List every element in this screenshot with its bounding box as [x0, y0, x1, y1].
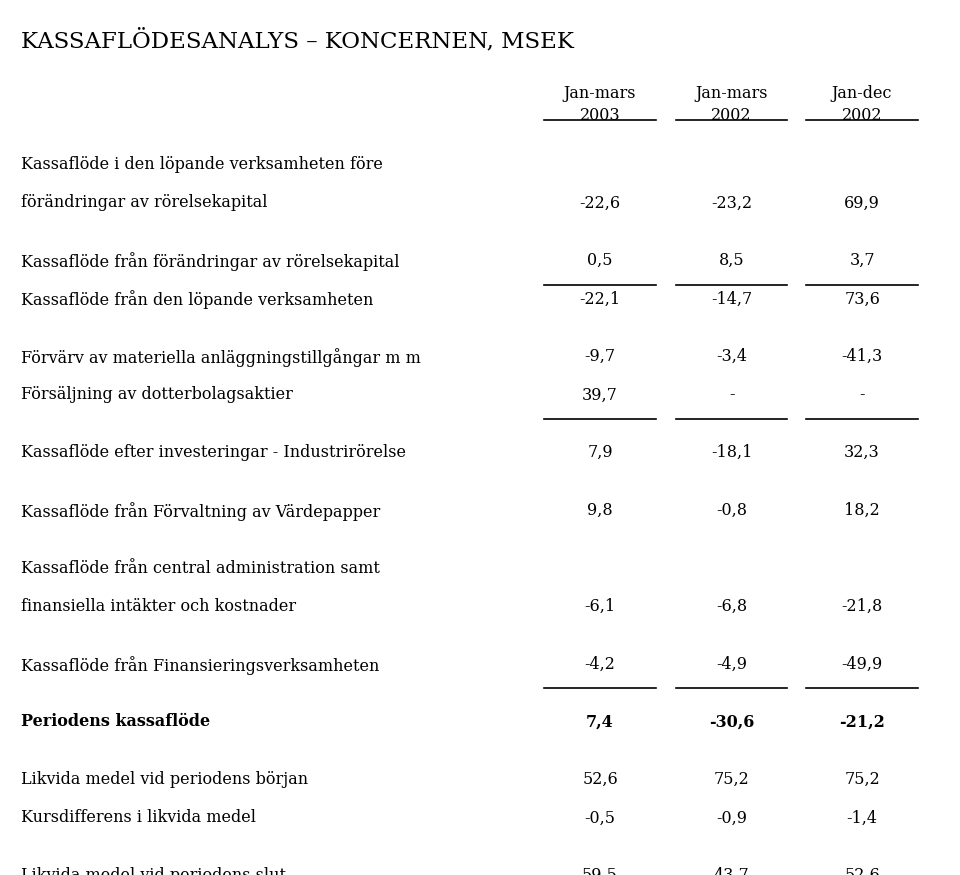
Text: 32,3: 32,3	[844, 444, 880, 461]
Text: 2002: 2002	[842, 108, 882, 124]
Text: 43,7: 43,7	[713, 867, 750, 875]
Text: -9,7: -9,7	[585, 348, 615, 365]
Text: -4,9: -4,9	[716, 655, 747, 673]
Text: 2002: 2002	[711, 108, 752, 124]
Text: Försäljning av dotterbolagsaktier: Försäljning av dotterbolagsaktier	[21, 387, 293, 403]
Text: -0,8: -0,8	[716, 502, 747, 519]
Text: -1,4: -1,4	[847, 809, 877, 827]
Text: Kassaflöde från central administration samt: Kassaflöde från central administration s…	[21, 560, 380, 577]
Text: -14,7: -14,7	[711, 290, 752, 307]
Text: Periodens kassaflöde: Periodens kassaflöde	[21, 713, 210, 731]
Text: -49,9: -49,9	[842, 655, 882, 673]
Text: -: -	[859, 387, 865, 403]
Text: KASSAFLÖDESANALYS – KONCERNEN, MSEK: KASSAFLÖDESANALYS – KONCERNEN, MSEK	[21, 29, 574, 52]
Text: 69,9: 69,9	[844, 194, 880, 212]
Text: 75,2: 75,2	[713, 771, 750, 788]
Text: -22,6: -22,6	[580, 194, 620, 212]
Text: 18,2: 18,2	[844, 502, 880, 519]
Text: förändringar av rörelsekapital: förändringar av rörelsekapital	[21, 194, 268, 212]
Text: Likvida medel vid periodens slut: Likvida medel vid periodens slut	[21, 867, 286, 875]
Text: -0,9: -0,9	[716, 809, 747, 827]
Text: Likvida medel vid periodens början: Likvida medel vid periodens början	[21, 771, 308, 788]
Text: -22,1: -22,1	[580, 290, 620, 307]
Text: -3,4: -3,4	[716, 348, 747, 365]
Text: -0,5: -0,5	[585, 809, 615, 827]
Text: 59,5: 59,5	[582, 867, 618, 875]
Text: Jan-dec: Jan-dec	[831, 86, 893, 102]
Text: -21,2: -21,2	[839, 713, 885, 731]
Text: -6,8: -6,8	[716, 598, 747, 615]
Text: 0,5: 0,5	[588, 252, 612, 270]
Text: Jan-mars: Jan-mars	[564, 86, 636, 102]
Text: 9,8: 9,8	[588, 502, 612, 519]
Text: Jan-mars: Jan-mars	[695, 86, 768, 102]
Text: -30,6: -30,6	[708, 713, 755, 731]
Text: Kassaflöde efter investeringar - Industrirörelse: Kassaflöde efter investeringar - Industr…	[21, 444, 406, 461]
Text: Kassaflöde från den löpande verksamheten: Kassaflöde från den löpande verksamheten	[21, 290, 373, 310]
Text: -23,2: -23,2	[711, 194, 752, 212]
Text: 2003: 2003	[580, 108, 620, 124]
Text: 39,7: 39,7	[582, 387, 618, 403]
Text: -21,8: -21,8	[842, 598, 882, 615]
Text: 52,6: 52,6	[582, 771, 618, 788]
Text: finansiella intäkter och kostnader: finansiella intäkter och kostnader	[21, 598, 297, 615]
Text: Kursdifferens i likvida medel: Kursdifferens i likvida medel	[21, 809, 256, 827]
Text: 7,4: 7,4	[587, 713, 613, 731]
Text: Kassaflöde från Finansieringsverksamheten: Kassaflöde från Finansieringsverksamhete…	[21, 655, 379, 675]
Text: Kassaflöde från förändringar av rörelsekapital: Kassaflöde från förändringar av rörelsek…	[21, 252, 399, 271]
Text: 8,5: 8,5	[719, 252, 744, 270]
Text: 7,9: 7,9	[588, 444, 612, 461]
Text: -4,2: -4,2	[585, 655, 615, 673]
Text: Kassaflöde från Förvaltning av Värdepapper: Kassaflöde från Förvaltning av Värdepapp…	[21, 502, 380, 521]
Text: Förvärv av materiella anläggningstillgångar m m: Förvärv av materiella anläggningstillgån…	[21, 348, 421, 367]
Text: -: -	[729, 387, 734, 403]
Text: -18,1: -18,1	[710, 444, 753, 461]
Text: 52,6: 52,6	[844, 867, 880, 875]
Text: 73,6: 73,6	[844, 290, 880, 307]
Text: Kassaflöde i den löpande verksamheten före: Kassaflöde i den löpande verksamheten fö…	[21, 157, 383, 173]
Text: -41,3: -41,3	[842, 348, 882, 365]
Text: -6,1: -6,1	[585, 598, 615, 615]
Text: 75,2: 75,2	[844, 771, 880, 788]
Text: 3,7: 3,7	[850, 252, 875, 270]
